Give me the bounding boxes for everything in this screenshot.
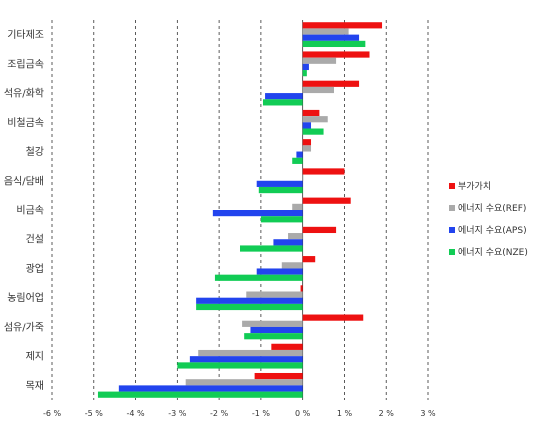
legend-label: 에너지 수요(REF) — [458, 203, 526, 214]
category-label: 비금속 — [16, 205, 44, 217]
category-label: 광업 — [26, 262, 44, 275]
bar — [302, 34, 360, 41]
bar — [250, 326, 303, 334]
bar — [302, 197, 351, 204]
category-label: 목재 — [26, 380, 44, 392]
bar — [262, 99, 303, 106]
x-tick-label: -3 % — [168, 409, 187, 418]
legend-swatch — [449, 183, 455, 189]
bar — [271, 343, 303, 350]
bar — [288, 233, 303, 240]
bar — [302, 86, 334, 94]
bar — [281, 262, 303, 269]
bar — [302, 28, 349, 35]
bar — [189, 356, 303, 363]
bar — [302, 63, 309, 71]
bar — [196, 297, 303, 304]
bar — [273, 239, 303, 246]
bar — [246, 291, 303, 298]
bar — [118, 385, 303, 392]
x-tick-label: 2 % — [379, 409, 395, 418]
x-tick-label: -6 % — [43, 409, 62, 418]
bar — [196, 303, 303, 311]
bar — [302, 116, 328, 123]
bar — [302, 51, 370, 58]
bar — [242, 320, 303, 327]
category-label: 기타제조 — [7, 29, 44, 41]
bar — [258, 186, 303, 194]
bar — [302, 314, 364, 321]
legend-swatch — [449, 205, 455, 211]
bar — [296, 151, 303, 158]
bar — [97, 391, 303, 398]
bar-layer — [97, 22, 383, 398]
legend-label: 에너지 수요(NZE) — [458, 247, 528, 258]
category-label: 음식/담배 — [4, 175, 44, 187]
bar — [302, 168, 345, 175]
bar — [185, 379, 303, 386]
x-tick-layer: -6 % -5 % -4 % -3 % -2 % -1 % 0 % 1 % 2 % 3 % — [43, 409, 436, 418]
bar — [177, 362, 303, 369]
category-label: 제지 — [26, 351, 44, 363]
bar — [212, 210, 303, 217]
bar — [302, 139, 312, 146]
legend-label: 에너지 수요(APS) — [458, 225, 527, 236]
bar — [265, 93, 303, 100]
bar — [302, 128, 324, 135]
category-label: 조립금속 — [7, 57, 44, 70]
category-label: 섬유/가죽 — [4, 321, 44, 333]
x-tick-label: -4 % — [126, 409, 145, 418]
legend-swatch — [449, 227, 455, 233]
category-label: 석유/화학 — [4, 88, 44, 100]
bar — [300, 285, 303, 292]
bar — [254, 372, 303, 380]
x-tick-label: 3 % — [420, 409, 436, 418]
bar — [302, 57, 337, 64]
category-label: 비철금속 — [7, 117, 44, 129]
bar — [302, 109, 320, 117]
category-label: 건설 — [26, 234, 44, 246]
bar — [256, 180, 303, 187]
bar — [302, 256, 316, 263]
bar — [198, 349, 303, 357]
category-label: 농림어업 — [7, 291, 44, 304]
bar — [302, 80, 360, 87]
legend-label: 부가가치 — [458, 180, 491, 192]
x-tick-label: -1 % — [252, 409, 271, 418]
x-tick-label: -5 % — [85, 409, 104, 418]
bar — [302, 70, 307, 77]
legend-swatch — [449, 249, 455, 255]
x-tick-label: 0 % — [295, 409, 311, 418]
bar — [244, 333, 303, 340]
x-tick-label: -2 % — [210, 409, 229, 418]
bar — [260, 216, 303, 223]
bar — [302, 226, 337, 234]
x-tick-label: 1 % — [337, 409, 353, 418]
bar — [302, 122, 312, 129]
bar — [214, 274, 303, 281]
category-label: 철강 — [26, 146, 44, 158]
category-label-layer: 기타제조조립금속석유/화학비철금속철강음식/담배비금속건설광업농림어업섬유/가죽… — [4, 29, 44, 392]
bar — [292, 203, 303, 210]
bar — [302, 40, 366, 48]
bar — [302, 145, 312, 152]
bar — [256, 268, 303, 275]
bar — [292, 157, 303, 164]
bar — [302, 174, 304, 181]
bar — [240, 245, 303, 252]
bar — [302, 22, 383, 29]
